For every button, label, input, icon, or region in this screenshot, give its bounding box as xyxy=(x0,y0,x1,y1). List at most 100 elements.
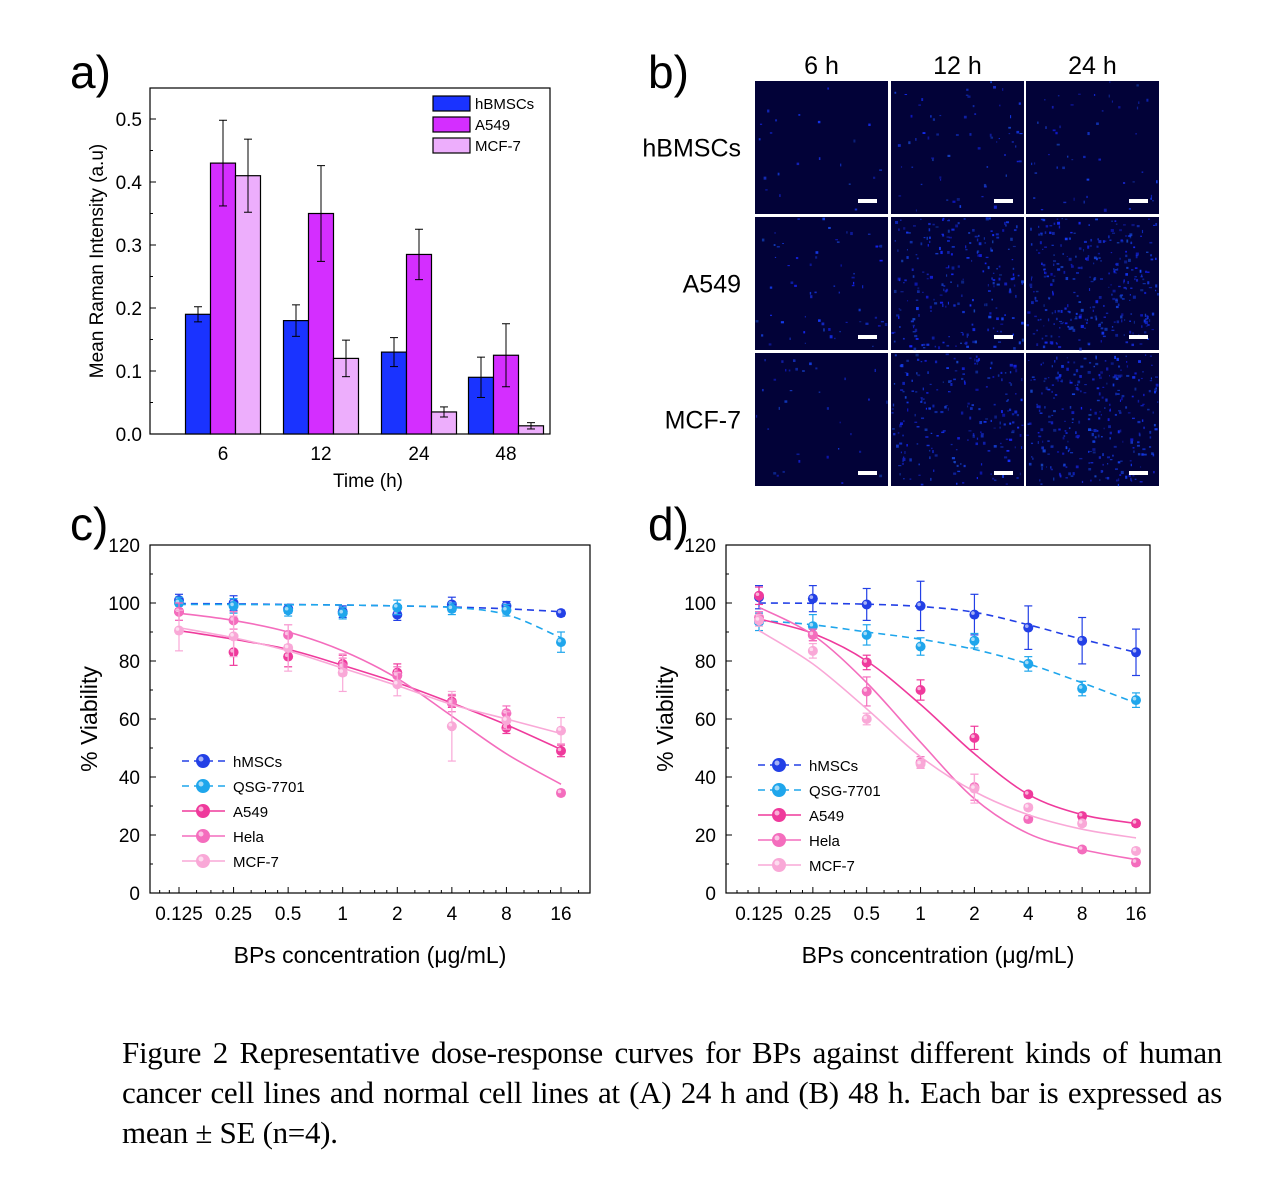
fluorescence-speckle xyxy=(1054,394,1058,396)
fluorescence-speckle xyxy=(1138,379,1140,382)
fluorescence-speckle xyxy=(1095,300,1099,304)
fluorescence-speckle xyxy=(990,361,993,365)
fluorescence-speckle xyxy=(767,428,770,430)
fluorescence-speckle xyxy=(1142,371,1144,373)
fluorescence-speckle xyxy=(1126,266,1129,269)
fluorescence-speckle xyxy=(939,176,942,179)
fluorescence-speckle xyxy=(920,483,924,486)
fluorescence-speckle xyxy=(976,250,980,253)
fluorescence-speckle xyxy=(1111,220,1113,222)
fluorescence-speckle xyxy=(1108,94,1110,98)
fluorescence-speckle xyxy=(851,276,855,279)
fluorescence-speckle xyxy=(1086,321,1088,325)
fluorescence-speckle xyxy=(947,250,950,254)
fluorescence-speckle xyxy=(1034,296,1037,300)
fluorescence-speckle xyxy=(1119,399,1121,402)
fluorescence-speckle xyxy=(1052,292,1054,296)
fluorescence-speckle xyxy=(758,138,761,141)
x-tick-label: 4 xyxy=(447,904,458,925)
bar-chart-a: 0.0 0.1 0.2 0.3 0.4 0.5 Mean Raman Intensity (… xyxy=(87,87,551,492)
data-point-mcf-7 xyxy=(556,725,566,736)
fluorescence-speckle xyxy=(1125,475,1128,479)
fluorescence-speckle xyxy=(1071,418,1074,421)
fluorescence-speckle xyxy=(1045,271,1047,275)
fluorescence-speckle xyxy=(942,430,946,432)
fluorescence-speckle xyxy=(1120,460,1123,462)
fluorescence-speckle xyxy=(1040,209,1044,211)
fluorescence-speckle xyxy=(854,208,858,211)
fluorescence-speckle xyxy=(1102,335,1106,338)
fluorescence-speckle xyxy=(1095,257,1098,261)
data-point-highlight xyxy=(971,734,975,739)
fluorescence-speckle xyxy=(971,404,975,407)
fluorescence-speckle xyxy=(1018,102,1021,105)
data-point-hmscs xyxy=(969,609,980,620)
fluorescence-speckle xyxy=(1130,287,1133,289)
fluorescence-speckle xyxy=(1028,462,1032,466)
fluorescence-speckle xyxy=(969,357,972,359)
fluorescence-speckle xyxy=(993,403,996,406)
fluorescence-speckle xyxy=(930,432,933,434)
fluorescence-speckle xyxy=(1137,441,1140,444)
fluorescence-speckle xyxy=(1003,423,1006,426)
data-point-highlight xyxy=(971,637,975,641)
fluorescence-speckle xyxy=(1149,241,1153,244)
fluorescence-speckle xyxy=(1093,428,1097,433)
fluorescence-speckle xyxy=(795,367,798,371)
x-tick-label: 1 xyxy=(337,904,348,925)
fluorescence-speckle xyxy=(879,259,883,262)
fluorescence-speckle xyxy=(1080,365,1084,368)
fluorescence-speckle xyxy=(957,470,961,473)
bar-hbmscs xyxy=(184,313,212,435)
fluorescence-speckle xyxy=(1132,181,1135,183)
fluorescence-speckle xyxy=(1104,360,1107,362)
fluorescence-speckle xyxy=(1120,239,1123,241)
fluorescence-speckle xyxy=(953,472,957,475)
fluorescence-speckle xyxy=(993,285,995,288)
fluorescence-speckle xyxy=(1016,477,1019,479)
fluorescence-speckle xyxy=(1052,279,1055,283)
fluorescence-speckle xyxy=(1073,361,1076,364)
fluorescence-speckle xyxy=(1125,254,1128,258)
fluorescence-speckle xyxy=(1053,222,1056,225)
fluorescence-speckle xyxy=(1030,389,1033,393)
fluorescence-speckle xyxy=(1068,472,1072,476)
fluorescence-speckle xyxy=(1008,408,1012,412)
fluorescence-speckle xyxy=(1101,110,1104,112)
fluorescence-speckle xyxy=(1036,343,1039,347)
fluorescence-speckle xyxy=(899,422,903,426)
fluorescence-speckle xyxy=(777,172,780,176)
fluorescence-speckle xyxy=(1128,258,1131,262)
data-point-hela xyxy=(1131,857,1141,868)
fluorescence-speckle xyxy=(999,104,1001,107)
fluorescence-speckle xyxy=(914,421,918,423)
fluorescence-speckle xyxy=(1118,410,1121,412)
fluorescence-speckle xyxy=(798,459,801,463)
fluorescence-speckle xyxy=(926,236,928,240)
fluorescence-speckle xyxy=(930,477,932,481)
fluorescence-speckle xyxy=(1154,388,1157,392)
fluorescence-speckle xyxy=(780,321,784,324)
fluorescence-speckle xyxy=(893,383,896,385)
fluorescence-speckle xyxy=(756,414,758,418)
fluorescence-speckle xyxy=(976,362,978,365)
fluorescence-speckle xyxy=(1033,378,1036,381)
fluorescence-speckle xyxy=(1073,197,1075,201)
fluorescence-speckle xyxy=(1058,225,1061,229)
fluorescence-speckle xyxy=(1154,257,1157,260)
fluorescence-speckle xyxy=(910,320,914,323)
fluorescence-speckle xyxy=(1093,94,1096,96)
fluorescence-speckle xyxy=(1053,477,1055,481)
fluorescence-speckle xyxy=(1115,262,1119,266)
fluorescence-speckle xyxy=(992,272,995,274)
fluorescence-speckle xyxy=(1152,453,1155,457)
fluorescence-speckle xyxy=(961,333,964,336)
fluorescence-speckle xyxy=(1133,450,1135,453)
fluorescence-speckle xyxy=(1013,347,1016,350)
fluorescence-speckle xyxy=(1093,256,1097,260)
fluorescence-speckle xyxy=(930,115,932,118)
fluorescence-speckle xyxy=(1078,247,1082,250)
fluorescence-speckle xyxy=(990,473,992,475)
fluorescence-speckle xyxy=(985,256,989,259)
fluorescence-speckle xyxy=(1133,246,1136,249)
